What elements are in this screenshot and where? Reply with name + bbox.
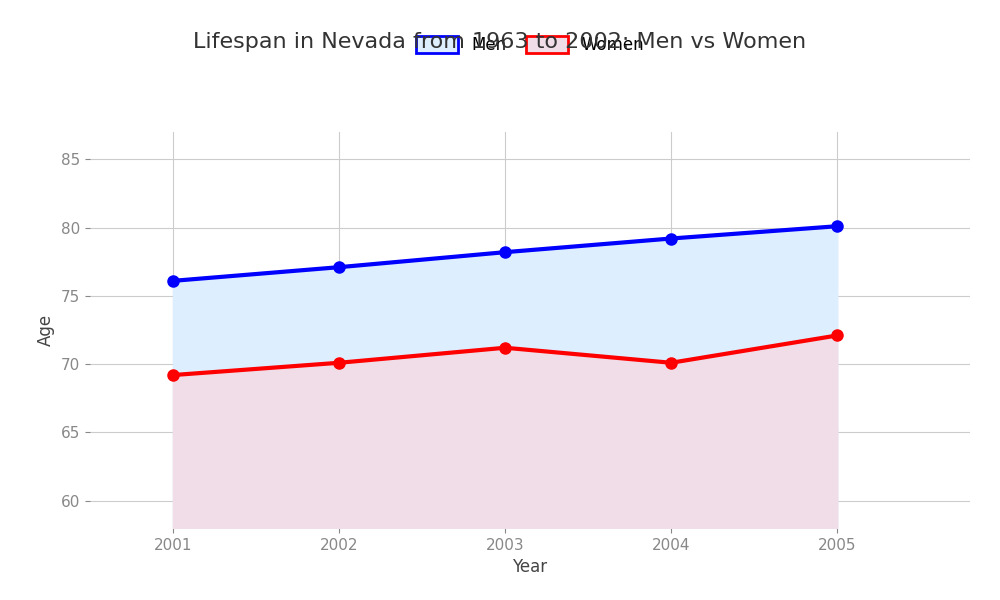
Legend: Men, Women: Men, Women: [409, 29, 651, 61]
Text: Lifespan in Nevada from 1963 to 2002: Men vs Women: Lifespan in Nevada from 1963 to 2002: Me…: [193, 32, 807, 52]
Men: [167, 277, 179, 284]
Women: [831, 332, 843, 339]
Women: [499, 344, 511, 352]
Line: Men: Men: [167, 221, 843, 286]
Women: [665, 359, 677, 367]
Men: [333, 263, 345, 271]
Women: [333, 359, 345, 367]
Line: Women: Women: [167, 330, 843, 380]
Women: [167, 371, 179, 379]
X-axis label: Year: Year: [512, 558, 548, 576]
Y-axis label: Age: Age: [37, 314, 55, 346]
Men: [831, 223, 843, 230]
Men: [665, 235, 677, 242]
Men: [499, 248, 511, 256]
